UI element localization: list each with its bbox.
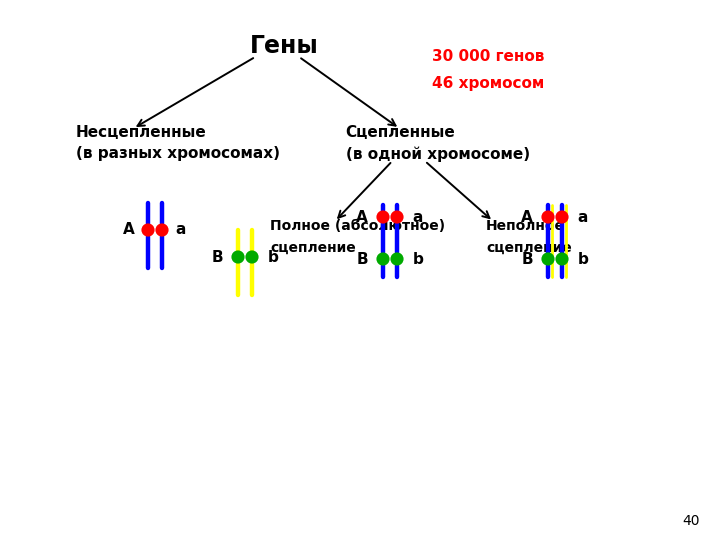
Text: Сцепленные: Сцепленные: [346, 125, 455, 140]
Point: [377, 213, 389, 221]
Text: (в разных хромосомах): (в разных хромосомах): [76, 146, 279, 161]
Text: b: b: [577, 252, 588, 267]
Text: Несцепленные: Несцепленные: [76, 125, 207, 140]
Text: Неполное: Неполное: [486, 219, 565, 233]
Text: 40: 40: [683, 514, 700, 528]
Text: Полное (абсолютное): Полное (абсолютное): [270, 219, 445, 233]
Point: [246, 253, 258, 261]
Point: [377, 255, 389, 264]
Text: b: b: [413, 252, 423, 267]
Text: A: A: [521, 210, 533, 225]
Point: [542, 255, 554, 264]
Point: [156, 226, 168, 234]
Text: (в одной хромосоме): (в одной хромосоме): [346, 146, 530, 161]
Text: B: B: [521, 252, 533, 267]
Text: a: a: [176, 222, 186, 238]
Point: [143, 226, 154, 234]
Text: B: B: [211, 249, 222, 265]
Text: A: A: [356, 210, 368, 225]
Point: [391, 213, 402, 221]
Text: сцепление: сцепление: [486, 240, 572, 254]
Point: [391, 255, 402, 264]
Point: [542, 213, 554, 221]
Text: a: a: [413, 210, 423, 225]
Text: Гены: Гены: [250, 34, 319, 58]
Text: 30 000 генов: 30 000 генов: [432, 49, 544, 64]
Point: [557, 213, 568, 221]
Text: B: B: [356, 252, 368, 267]
Text: a: a: [578, 210, 588, 225]
Point: [557, 255, 568, 264]
Text: сцепление: сцепление: [270, 240, 356, 254]
Text: A: A: [123, 222, 135, 238]
Text: b: b: [268, 249, 279, 265]
Point: [233, 253, 244, 261]
Text: 46 хромосом: 46 хромосом: [432, 76, 544, 91]
